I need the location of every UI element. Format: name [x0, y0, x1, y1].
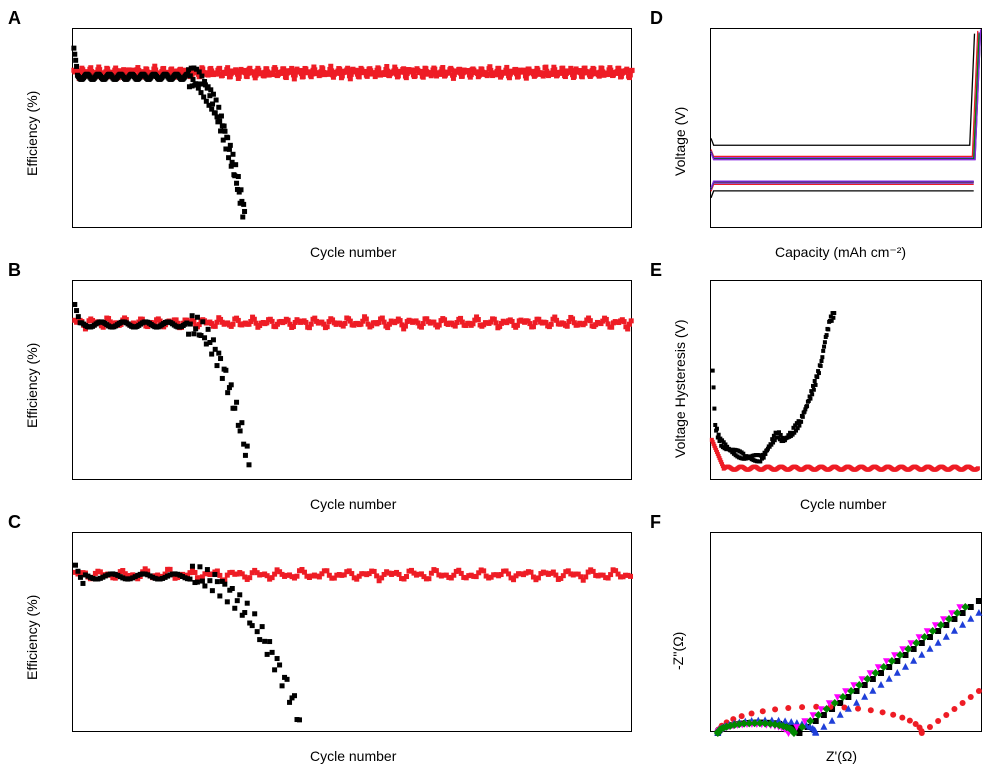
panel-f-label: F [650, 512, 661, 533]
panel-d-plot [710, 28, 982, 228]
panel-a-ylabel: Efficiency (%) [24, 76, 40, 176]
panel-d-xlabel: Capacity (mAh cm⁻²) [775, 244, 906, 261]
panel-a-label: A [8, 8, 21, 29]
panel-f-ylabel: -Z''(Ω) [670, 590, 686, 670]
panel-a-plot [72, 28, 632, 228]
panel-f-plot [710, 532, 982, 732]
figure-root: A Efficiency (%) Cycle number B Efficien… [0, 0, 1001, 778]
panel-d-ylabel: Voltage (V) [672, 76, 688, 176]
panel-b-plot [72, 280, 632, 480]
panel-c-xlabel: Cycle number [310, 748, 396, 764]
panel-e-xlabel: Cycle number [800, 496, 886, 512]
panel-c-label: C [8, 512, 21, 533]
panel-e-plot [710, 280, 982, 480]
panel-b-ylabel: Efficiency (%) [24, 328, 40, 428]
panel-c-ylabel: Efficiency (%) [24, 580, 40, 680]
panel-e-ylabel: Voltage Hysteresis (V) [672, 298, 688, 458]
panel-c-plot [72, 532, 632, 732]
panel-e-label: E [650, 260, 662, 281]
panel-b-xlabel: Cycle number [310, 496, 396, 512]
panel-b-label: B [8, 260, 21, 281]
panel-d-label: D [650, 8, 663, 29]
panel-a-xlabel: Cycle number [310, 244, 396, 260]
panel-f-xlabel: Z'(Ω) [826, 748, 857, 764]
